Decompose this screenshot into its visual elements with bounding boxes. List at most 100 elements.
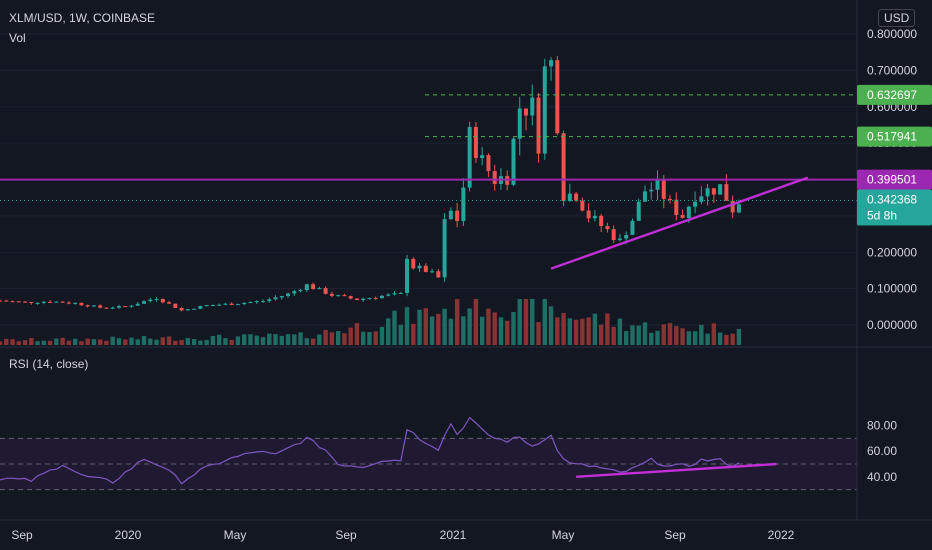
- candle-body[interactable]: [555, 60, 560, 134]
- candle-body[interactable]: [279, 296, 284, 298]
- candle-body[interactable]: [436, 271, 441, 278]
- candle-body[interactable]: [242, 302, 247, 305]
- candle-body[interactable]: [574, 193, 579, 201]
- support-trendline[interactable]: [550, 176, 809, 270]
- candle-body[interactable]: [342, 295, 347, 297]
- price-trendline[interactable]: [550, 176, 809, 270]
- candle-body[interactable]: [668, 198, 673, 200]
- candle-body[interactable]: [473, 127, 478, 159]
- candle-body[interactable]: [273, 297, 278, 300]
- candlesticks[interactable]: [0, 56, 741, 312]
- candle-body[interactable]: [605, 225, 610, 230]
- candle-body[interactable]: [536, 97, 541, 154]
- candle-body[interactable]: [718, 184, 723, 195]
- candle-body[interactable]: [367, 298, 372, 300]
- candle-body[interactable]: [361, 298, 366, 301]
- candle-body[interactable]: [217, 304, 222, 306]
- candle-body[interactable]: [655, 179, 660, 190]
- candle-body[interactable]: [448, 210, 453, 220]
- candle-body[interactable]: [223, 303, 228, 305]
- rsi-axis[interactable]: 40.00 60.00 80.00: [867, 419, 897, 484]
- candle-body[interactable]: [524, 108, 529, 116]
- candle-body[interactable]: [686, 206, 691, 218]
- candle-body[interactable]: [286, 293, 291, 297]
- candle-body[interactable]: [60, 301, 65, 303]
- candle-body[interactable]: [198, 305, 203, 309]
- candle-body[interactable]: [192, 308, 197, 310]
- candle-body[interactable]: [142, 301, 147, 304]
- candle-body[interactable]: [129, 305, 134, 307]
- candle-body[interactable]: [267, 299, 272, 302]
- price-level-lines[interactable]: [0, 94, 857, 201]
- candle-body[interactable]: [442, 219, 447, 278]
- rsi-label[interactable]: RSI (14, close): [9, 357, 89, 371]
- candle-body[interactable]: [430, 271, 435, 273]
- candle-body[interactable]: [561, 133, 566, 202]
- candle-body[interactable]: [148, 299, 153, 302]
- candle-body[interactable]: [423, 265, 428, 272]
- candle-body[interactable]: [736, 204, 741, 213]
- candle-body[interactable]: [455, 210, 460, 222]
- candle-body[interactable]: [204, 305, 209, 307]
- candle-body[interactable]: [693, 201, 698, 207]
- candle-body[interactable]: [642, 191, 647, 202]
- candle-body[interactable]: [398, 292, 403, 294]
- candle-body[interactable]: [630, 220, 635, 235]
- candle-body[interactable]: [386, 294, 391, 296]
- rsi-trendline[interactable]: [576, 462, 777, 478]
- candle-body[interactable]: [711, 188, 716, 195]
- candle-body[interactable]: [311, 284, 316, 289]
- candle-body[interactable]: [179, 307, 184, 311]
- candle-body[interactable]: [254, 301, 259, 303]
- candle-body[interactable]: [699, 196, 704, 202]
- candle-body[interactable]: [467, 127, 472, 188]
- candle-body[interactable]: [41, 301, 46, 303]
- candle-body[interactable]: [16, 301, 21, 303]
- candle-body[interactable]: [210, 305, 215, 307]
- candle-body[interactable]: [0, 300, 2, 302]
- candle-body[interactable]: [511, 138, 516, 185]
- candle-body[interactable]: [229, 303, 234, 305]
- candle-body[interactable]: [486, 155, 491, 172]
- candle-body[interactable]: [73, 302, 78, 304]
- candle-body[interactable]: [98, 305, 103, 308]
- candle-body[interactable]: [91, 305, 96, 307]
- time-axis[interactable]: Sep 2020 May Sep 2021 May Sep 2022: [11, 528, 794, 542]
- candle-body[interactable]: [354, 298, 359, 301]
- candle-body[interactable]: [104, 307, 109, 309]
- candle-body[interactable]: [248, 302, 253, 304]
- candle-body[interactable]: [549, 60, 554, 67]
- candle-body[interactable]: [617, 238, 622, 241]
- candle-body[interactable]: [624, 234, 629, 239]
- candle-body[interactable]: [66, 302, 71, 304]
- candle-body[interactable]: [580, 200, 585, 211]
- candle-body[interactable]: [110, 307, 115, 309]
- candle-body[interactable]: [586, 210, 591, 219]
- candle-body[interactable]: [35, 302, 40, 304]
- candle-body[interactable]: [167, 302, 172, 304]
- candle-body[interactable]: [348, 296, 353, 299]
- candle-body[interactable]: [649, 189, 654, 192]
- candle-body[interactable]: [135, 303, 140, 306]
- candle-body[interactable]: [392, 293, 397, 295]
- candle-body[interactable]: [23, 301, 28, 303]
- candle-body[interactable]: [517, 108, 522, 139]
- candle-body[interactable]: [54, 301, 59, 303]
- candle-body[interactable]: [492, 171, 497, 184]
- candle-body[interactable]: [379, 295, 384, 299]
- candle-body[interactable]: [173, 303, 178, 308]
- candle-body[interactable]: [405, 258, 410, 293]
- candle-body[interactable]: [417, 265, 422, 269]
- candle-body[interactable]: [730, 200, 735, 213]
- candle-body[interactable]: [599, 215, 604, 226]
- candle-body[interactable]: [304, 284, 309, 291]
- candle-body[interactable]: [292, 291, 297, 294]
- symbol-title[interactable]: XLM/USD, 1W, COINBASE: [9, 11, 156, 25]
- candle-body[interactable]: [373, 298, 378, 300]
- candle-body[interactable]: [530, 97, 535, 116]
- candle-body[interactable]: [336, 295, 341, 297]
- candle-body[interactable]: [323, 288, 328, 294]
- candle-body[interactable]: [29, 301, 34, 304]
- volume-label[interactable]: Vol: [9, 31, 26, 45]
